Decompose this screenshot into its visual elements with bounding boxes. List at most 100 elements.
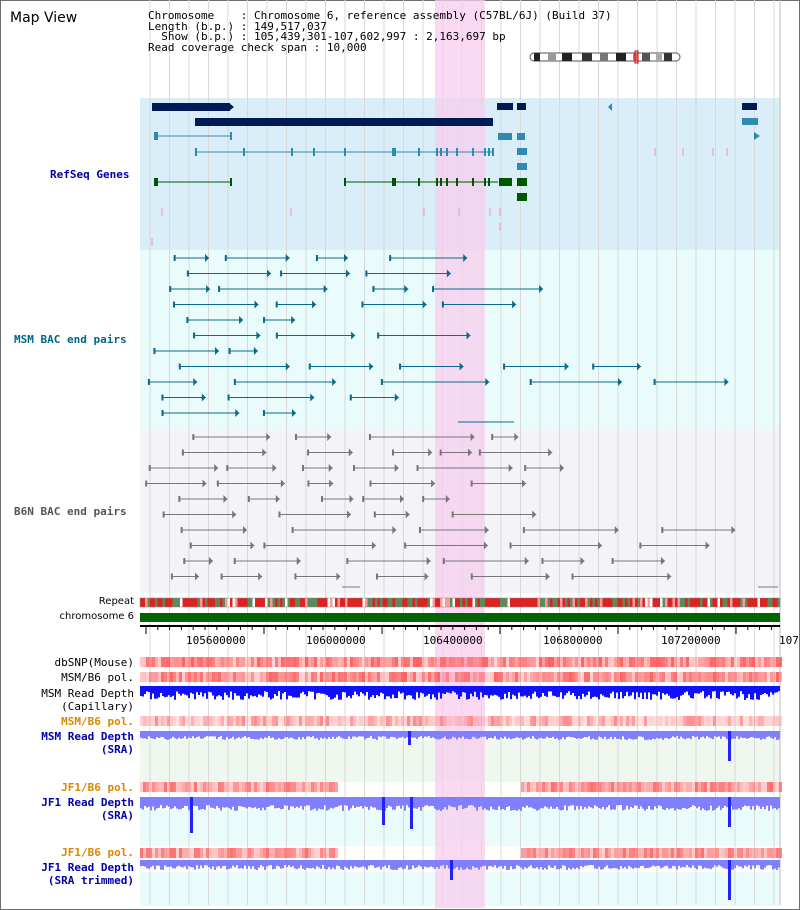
msm-sra-depth-bar bbox=[402, 731, 404, 737]
msm-bac-pair-end-arrow bbox=[617, 378, 622, 386]
msm-capillary-depth-bar bbox=[666, 686, 668, 694]
msm-b6-pol-cell bbox=[257, 672, 260, 682]
repeat-element bbox=[475, 598, 478, 607]
dbsnp-density-cell bbox=[461, 657, 464, 667]
msm-capillary-depth-bar bbox=[366, 686, 368, 692]
msm-capillary-depth-bar bbox=[678, 686, 680, 700]
msm-capillary-depth-bar bbox=[572, 686, 574, 693]
jf1-b6-pol-cell bbox=[302, 782, 305, 792]
dbsnp-density-cell bbox=[356, 657, 359, 667]
msm-b6-pol-cell bbox=[392, 716, 395, 726]
jf1-sra-depth-bar bbox=[156, 797, 158, 809]
jf1-b6-pol-cell bbox=[311, 782, 314, 792]
jf1-b6-pol-cell bbox=[188, 782, 191, 792]
jf1-sra-depth-bar bbox=[264, 797, 266, 811]
msm-b6-pol-cell bbox=[158, 672, 161, 682]
axis-tick-label: 107200000 bbox=[661, 634, 721, 647]
jf1-b6-pol-cell bbox=[692, 782, 695, 792]
repeat-element bbox=[510, 598, 513, 607]
dbsnp-density-cell bbox=[764, 657, 767, 667]
track-label-msm-depth-capillary: MSM Read Depth (Capillary) bbox=[41, 687, 134, 713]
jf1-b6-pol-cell bbox=[164, 782, 167, 792]
msm-sra-depth-bar bbox=[444, 731, 446, 737]
jf1-sra-depth-bar bbox=[322, 797, 324, 810]
msm-capillary-depth-bar bbox=[628, 686, 630, 697]
msm-b6-pol-cell bbox=[206, 716, 209, 726]
msm-capillary-depth-bar bbox=[346, 686, 348, 698]
msm-b6-pol-cell bbox=[227, 716, 230, 726]
repeat-element bbox=[610, 598, 613, 607]
jf1-trimmed-depth-bar bbox=[302, 860, 304, 869]
jf1-sra-depth-bar bbox=[224, 797, 226, 808]
msm-sra-depth-bar-spike bbox=[408, 731, 411, 745]
b6n-bac-pair-end-arrow bbox=[214, 464, 219, 472]
jf1-sra-depth-bar bbox=[272, 797, 274, 806]
msm-sra-depth-bar bbox=[604, 731, 606, 737]
repeat-element bbox=[775, 598, 778, 607]
jf1-b6-pol-cell bbox=[311, 848, 314, 858]
exon bbox=[456, 178, 458, 186]
dbsnp-density-cell bbox=[722, 657, 725, 667]
msm-sra-depth-bar bbox=[452, 731, 454, 737]
msm-capillary-depth-bar bbox=[234, 686, 236, 694]
msm-b6-pol-cell bbox=[674, 672, 677, 682]
jf1-sra-depth-bar bbox=[540, 797, 542, 809]
dbsnp-density-cell bbox=[719, 657, 722, 667]
repeat-element bbox=[750, 598, 753, 607]
jf1-sra-depth-bar bbox=[426, 797, 428, 806]
repeat-element bbox=[192, 598, 195, 607]
msm-sra-depth-bar bbox=[674, 731, 676, 738]
msm-sra-depth-bar bbox=[622, 731, 624, 737]
jf1-b6-pol-cell bbox=[158, 848, 161, 858]
msm-sra-depth-bar bbox=[362, 731, 364, 737]
msm-sra-depth-bar bbox=[404, 731, 406, 739]
msm-sra-depth-bar bbox=[140, 731, 142, 738]
msm-sra-depth-bar bbox=[302, 731, 304, 738]
msm-b6-pol-cell bbox=[746, 672, 749, 682]
jf1-b6-pol-cell bbox=[623, 782, 626, 792]
b6n-bac-pair-end bbox=[233, 558, 236, 564]
jf1-sra-depth-bar bbox=[212, 797, 214, 808]
jf1-sra-depth-bar bbox=[606, 797, 608, 808]
jf1-trimmed-depth-bar bbox=[144, 860, 146, 867]
repeat-element bbox=[712, 598, 715, 607]
jf1-sra-depth-bar bbox=[556, 797, 558, 807]
repeat-element bbox=[142, 598, 145, 607]
msm-b6-pol-cell bbox=[764, 716, 767, 726]
msm-b6-pol-cell bbox=[251, 716, 254, 726]
msm-b6-pol-cell bbox=[149, 672, 152, 682]
jf1-trimmed-depth-bar bbox=[340, 860, 342, 869]
jf1-sra-depth-bar bbox=[320, 797, 322, 810]
msm-sra-depth-bar bbox=[198, 731, 200, 737]
jf1-sra-depth-bar bbox=[762, 797, 764, 807]
dbsnp-density-cell bbox=[305, 657, 308, 667]
region-highlight bbox=[435, 0, 485, 908]
jf1-trimmed-depth-bar bbox=[264, 860, 266, 870]
jf1-trimmed-depth-bar bbox=[720, 860, 722, 867]
jf1-sra-depth-bar bbox=[218, 797, 220, 808]
msm-b6-pol-cell bbox=[779, 672, 782, 682]
jf1-b6-pol-cell bbox=[722, 782, 725, 792]
msm-capillary-depth-bar bbox=[582, 686, 584, 694]
jf1-sra-depth-bar bbox=[258, 797, 260, 808]
jf1-sra-depth-bar bbox=[442, 797, 444, 810]
jf1-trimmed-depth-bar bbox=[348, 860, 350, 870]
dbsnp-density-cell bbox=[605, 657, 608, 667]
msm-sra-depth-bar bbox=[482, 731, 484, 737]
jf1-b6-pol-cell bbox=[626, 782, 629, 792]
repeat-element bbox=[532, 598, 535, 607]
info-row-chromosome: Chromosome : Chromosome 6, reference ass… bbox=[148, 9, 612, 22]
jf1-trimmed-depth-bar bbox=[466, 860, 468, 868]
track-label-dbsnp: dbSNP(Mouse) bbox=[54, 656, 134, 669]
msm-capillary-depth-bar bbox=[516, 686, 518, 699]
jf1-b6-pol-cell bbox=[758, 782, 761, 792]
repeat-element bbox=[290, 598, 293, 607]
msm-sra-depth-bar bbox=[248, 731, 250, 738]
msm-b6-pol-cell bbox=[155, 672, 158, 682]
jf1-trimmed-depth-bar bbox=[388, 860, 390, 866]
msm-b6-pol-cell bbox=[194, 716, 197, 726]
msm-sra-depth-bar bbox=[528, 731, 530, 738]
repeat-element bbox=[307, 598, 310, 607]
msm-b6-pol-cell bbox=[644, 716, 647, 726]
